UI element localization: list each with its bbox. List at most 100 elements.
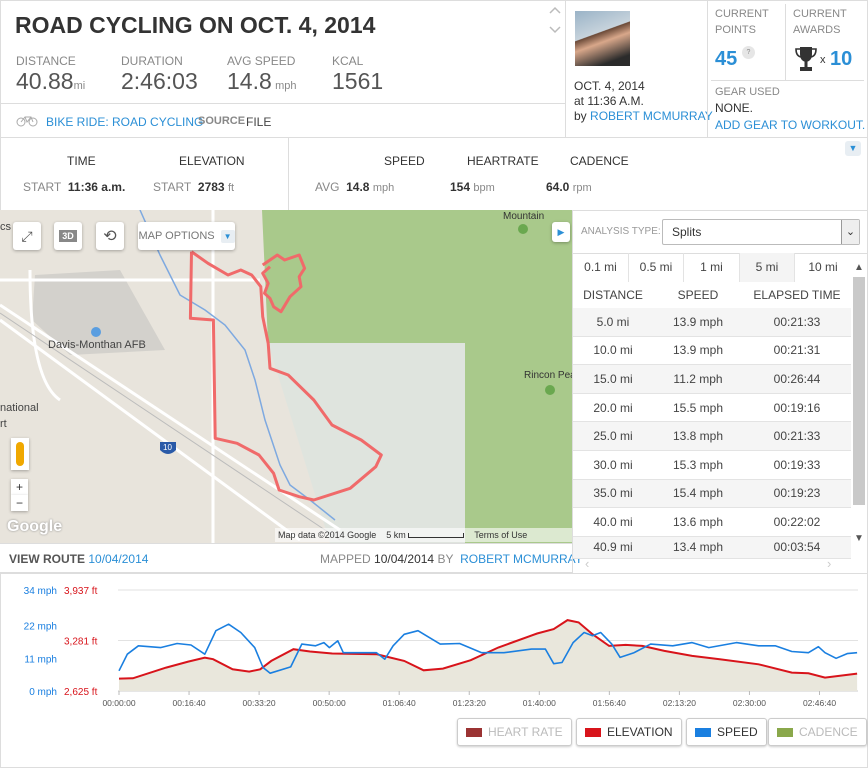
- view-route: VIEW ROUTE 10/04/2014: [9, 552, 149, 566]
- tab-10-mi[interactable]: 10 mi: [808, 260, 838, 274]
- map-attribution-bar: Map data ©2014 Google 5 km Terms of Use: [275, 528, 572, 542]
- peak-icon: [545, 385, 555, 395]
- x-tick-label: 02:30:00: [733, 698, 766, 708]
- trophy-icon: [795, 47, 817, 71]
- legend-label: HEART RATE: [488, 725, 563, 739]
- gear-value: NONE.: [715, 101, 754, 115]
- split-row[interactable]: 15.0 mi 11.2 mph 00:26:44: [573, 365, 851, 394]
- cadence-heading: CADENCE: [570, 154, 629, 168]
- scroll-right-icon[interactable]: ›: [827, 556, 832, 571]
- tab-0.5-mi[interactable]: 0.5 mi: [629, 253, 684, 282]
- route-path[interactable]: [188, 250, 383, 502]
- scroll-up-icon[interactable]: [549, 6, 561, 14]
- legend-swatch: [695, 727, 711, 737]
- zoom-out-button[interactable]: −: [11, 495, 28, 511]
- divider: [573, 253, 867, 254]
- x-tick-label: 01:56:40: [593, 698, 626, 708]
- split-cell: 20.0 mi: [593, 400, 633, 415]
- author-link[interactable]: ROBERT MCMURRAY: [590, 109, 713, 123]
- divider: [0, 103, 566, 104]
- split-row[interactable]: 10.0 mi 13.9 mph 00:21:31: [573, 337, 851, 366]
- map-options-dropdown[interactable]: MAP OPTIONS ▼: [138, 222, 235, 250]
- route-path-loop[interactable]: [261, 253, 307, 314]
- split-cell: 15.4 mph: [672, 486, 724, 501]
- stat-distance: DISTANCE 40.88mi: [16, 54, 86, 94]
- awards-label: CURRENT AWARDS: [793, 8, 847, 36]
- chevron-down-icon: ⌄: [841, 220, 859, 244]
- split-cell: 13.4 mph: [672, 540, 724, 555]
- split-row[interactable]: 5.0 mi 13.9 mph 00:21:33: [573, 308, 851, 337]
- split-cell: 00:22:02: [773, 514, 821, 529]
- split-row[interactable]: 40.9 mi 13.4 mph 00:03:54: [573, 536, 851, 559]
- view-route-link[interactable]: 10/04/2014: [88, 552, 149, 566]
- split-cell: 00:21:33: [773, 314, 821, 329]
- x-tick-label: 01:23:20: [453, 698, 486, 708]
- legend-label: SPEED: [717, 725, 758, 739]
- split-cell: 40.9 mi: [593, 540, 633, 555]
- splits-header: DISTANCE SPEED ELAPSED TIME: [583, 288, 841, 302]
- points-label: CURRENT POINTS: [715, 8, 769, 36]
- elevation-area: [119, 620, 858, 691]
- split-cell: 00:21:31: [773, 343, 821, 358]
- fullscreen-button[interactable]: ⤢: [13, 222, 41, 250]
- scroll-down-icon[interactable]: ▼: [854, 533, 864, 544]
- terms-link[interactable]: Terms of Use: [474, 530, 528, 540]
- map-label: Mountain: [503, 211, 545, 222]
- scale-bar: 5 km: [386, 528, 465, 542]
- y-right-tick-label: 2,625 ft: [64, 687, 98, 698]
- legend-swatch: [777, 727, 793, 737]
- replay-button[interactable]: ⟲: [96, 222, 124, 250]
- activity-chart[interactable]: 0 mph 11 mph 22 mph 34 mph 2,625 ft 3,281 ft 3…: [0, 573, 868, 718]
- scroll-down-icon[interactable]: [549, 26, 561, 34]
- y-left-tick-label: 34 mph: [24, 586, 57, 597]
- route-map[interactable]: [0, 210, 572, 543]
- divider: [785, 4, 786, 80]
- legend-toggle-cadence[interactable]: CADENCE: [768, 718, 867, 746]
- x-tick-label: 01:06:40: [383, 698, 416, 708]
- split-row[interactable]: 40.0 mi 13.6 mph 00:22:02: [573, 508, 851, 537]
- divider: [288, 137, 289, 211]
- vertical-scrollbar[interactable]: ▲ ▼: [851, 262, 867, 548]
- expand-summary-button[interactable]: ▼: [845, 141, 861, 156]
- split-cell: 00:19:16: [773, 400, 821, 415]
- activity-type-link[interactable]: BIKE RIDE: ROAD CYCLING: [46, 115, 204, 129]
- mapped-by-link[interactable]: ROBERT MCMURRAY: [460, 552, 583, 566]
- mapped-info: MAPPED 10/04/2014 BY ROBERT MCMURRAY: [320, 552, 583, 566]
- tab-1-mi[interactable]: 1 mi: [684, 253, 740, 282]
- workout-date: OCT. 4, 2014: [574, 79, 645, 93]
- map-label: Rincon Pea: [524, 370, 576, 381]
- split-cell: 00:26:44: [773, 371, 821, 386]
- y-left-tick-label: 11 mph: [24, 654, 57, 665]
- toggle-panel-button[interactable]: ▶: [552, 222, 570, 242]
- legend-toggle-heart-rate[interactable]: HEART RATE: [457, 718, 572, 746]
- source-label: SOURCE: [198, 115, 246, 127]
- split-row[interactable]: 20.0 mi 15.5 mph 00:19:16: [573, 394, 851, 423]
- scrollbar-thumb[interactable]: [853, 277, 865, 505]
- split-row[interactable]: 25.0 mi 13.8 mph 00:21:33: [573, 422, 851, 451]
- 3d-view-button[interactable]: 3D: [54, 222, 82, 250]
- add-gear-link[interactable]: ADD GEAR TO WORKOUT.: [715, 118, 866, 132]
- analysis-type-select[interactable]: Splits ⌄: [662, 219, 860, 245]
- peak-icon: [518, 224, 528, 234]
- split-row[interactable]: 35.0 mi 15.4 mph 00:19:23: [573, 479, 851, 509]
- google-logo: Google: [7, 518, 63, 535]
- elevation-line: [118, 619, 858, 680]
- legend-toggle-elevation[interactable]: ELEVATION: [576, 718, 682, 746]
- avatar[interactable]: [575, 11, 630, 66]
- scroll-up-icon[interactable]: ▲: [854, 262, 864, 273]
- legend-toggle-speed[interactable]: SPEED: [686, 718, 767, 746]
- map-label: 10: [163, 443, 172, 452]
- map-label: national: [0, 402, 39, 414]
- tab-5-mi[interactable]: 5 mi: [740, 253, 795, 282]
- tab-0.1-mi[interactable]: 0.1 mi: [573, 253, 629, 282]
- points-help-icon[interactable]: ?: [742, 46, 755, 59]
- bike-icon: [16, 116, 38, 127]
- split-row[interactable]: 30.0 mi 15.3 mph 00:19:33: [573, 451, 851, 480]
- scroll-left-icon[interactable]: ‹: [585, 556, 590, 571]
- zoom-in-button[interactable]: +: [11, 479, 28, 495]
- x-tick-label: 00:33:20: [243, 698, 276, 708]
- stat-avg-speed: AVG SPEED 14.8 mph: [227, 54, 297, 94]
- street-view-pegman-icon[interactable]: [11, 438, 29, 470]
- y-right-tick-label: 3,937 ft: [64, 586, 98, 597]
- split-cell: 30.0 mi: [593, 457, 633, 472]
